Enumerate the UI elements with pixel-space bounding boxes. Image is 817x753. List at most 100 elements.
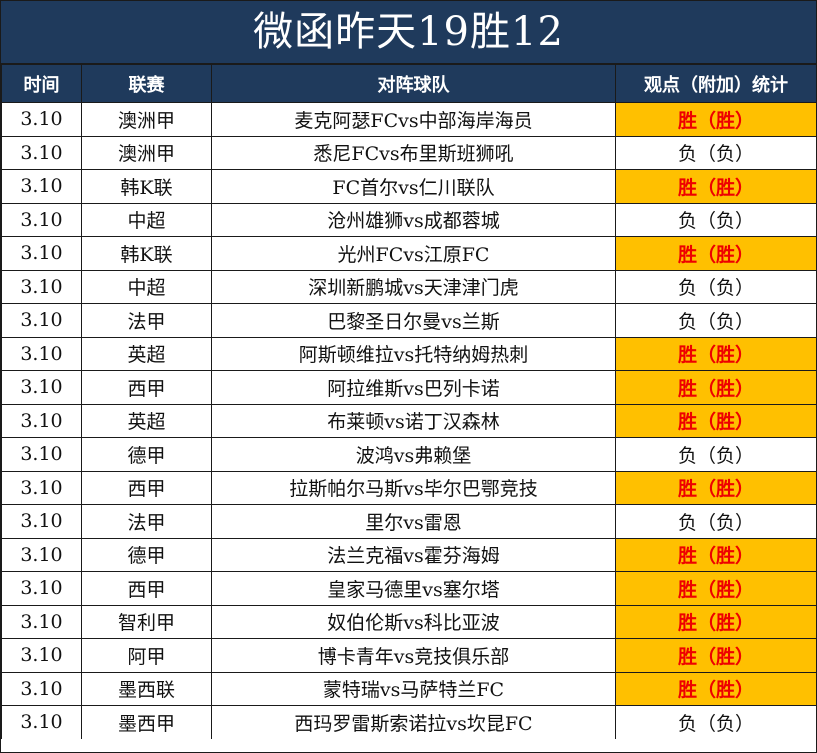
cell-league: 西甲 [81, 370, 212, 405]
cell-match: 光州FCvs江原FC [211, 236, 616, 271]
cell-league: 法甲 [81, 303, 212, 338]
cell-result: 负（负） [615, 202, 817, 237]
cell-league: 阿甲 [81, 638, 212, 673]
header-result: 观点（附加）统计 [615, 64, 817, 103]
header-match: 对阵球队 [211, 64, 616, 103]
cell-match: 悉尼FCvs布里斯班狮吼 [211, 135, 616, 170]
table-row: 3.10 墨西联 蒙特瑞vs马萨特兰FC 胜（胜） [1, 671, 817, 706]
cell-result: 胜（胜） [615, 671, 817, 706]
cell-match: 阿拉维斯vs巴列卡诺 [211, 370, 616, 405]
cell-result: 胜（胜） [615, 370, 817, 405]
table-body: 3.10 澳洲甲 麦克阿瑟FCvs中部海岸海员 胜（胜） 3.10 澳洲甲 悉尼FCvs布里… [1, 102, 817, 739]
table-row: 3.10 西甲 拉斯帕尔马斯vs毕尔巴鄂竞技 胜（胜） [1, 470, 817, 505]
cell-league: 澳洲甲 [81, 102, 212, 137]
table-row: 3.10 法甲 巴黎圣日尔曼vs兰斯 负（负） [1, 303, 817, 338]
results-table: 时间 联赛 对阵球队 观点（附加）统计 3.10 澳洲甲 麦克阿瑟FCvs中部海岸海… [1, 64, 817, 739]
table-row: 3.10 英超 布莱顿vs诺丁汉森林 胜（胜） [1, 403, 817, 438]
cell-match: 阿斯顿维拉vs托特纳姆热刺 [211, 336, 616, 371]
cell-time: 3.10 [1, 604, 82, 639]
table-row: 3.10 西甲 皇家马德里vs塞尔塔 胜（胜） [1, 571, 817, 606]
cell-result: 胜（胜） [615, 571, 817, 606]
cell-time: 3.10 [1, 169, 82, 204]
table-row: 3.10 英超 阿斯顿维拉vs托特纳姆热刺 胜（胜） [1, 336, 817, 371]
cell-time: 3.10 [1, 470, 82, 505]
table-row: 3.10 澳洲甲 悉尼FCvs布里斯班狮吼 负（负） [1, 135, 817, 170]
cell-result: 胜（胜） [615, 169, 817, 204]
cell-league: 墨西联 [81, 671, 212, 706]
cell-match: 麦克阿瑟FCvs中部海岸海员 [211, 102, 616, 137]
cell-match: 蒙特瑞vs马萨特兰FC [211, 671, 616, 706]
cell-match: FC首尔vs仁川联队 [211, 169, 616, 204]
cell-time: 3.10 [1, 236, 82, 271]
cell-time: 3.10 [1, 202, 82, 237]
cell-time: 3.10 [1, 135, 82, 170]
table-row: 3.10 中超 深圳新鹏城vs天津津门虎 负（负） [1, 269, 817, 304]
cell-league: 韩K联 [81, 169, 212, 204]
cell-league: 墨西甲 [81, 705, 212, 739]
cell-match: 布莱顿vs诺丁汉森林 [211, 403, 616, 438]
table-row: 3.10 韩K联 光州FCvs江原FC 胜（胜） [1, 236, 817, 271]
cell-match: 沧州雄狮vs成都蓉城 [211, 202, 616, 237]
cell-result: 胜（胜） [615, 236, 817, 271]
cell-time: 3.10 [1, 370, 82, 405]
table-row: 3.10 中超 沧州雄狮vs成都蓉城 负（负） [1, 202, 817, 237]
cell-time: 3.10 [1, 269, 82, 304]
cell-result: 负（负） [615, 504, 817, 539]
cell-time: 3.10 [1, 403, 82, 438]
cell-result: 胜（胜） [615, 102, 817, 137]
sheet-title: 微函昨天19胜12 [1, 1, 816, 64]
cell-time: 3.10 [1, 705, 82, 739]
cell-league: 澳洲甲 [81, 135, 212, 170]
cell-league: 中超 [81, 269, 212, 304]
header-time: 时间 [1, 64, 82, 103]
table-row: 3.10 韩K联 FC首尔vs仁川联队 胜（胜） [1, 169, 817, 204]
table-row: 3.10 西甲 阿拉维斯vs巴列卡诺 胜（胜） [1, 370, 817, 405]
cell-result: 胜（胜） [615, 336, 817, 371]
cell-league: 英超 [81, 336, 212, 371]
cell-time: 3.10 [1, 303, 82, 338]
table-row: 3.10 阿甲 博卡青年vs竞技俱乐部 胜（胜） [1, 638, 817, 673]
table-row: 3.10 澳洲甲 麦克阿瑟FCvs中部海岸海员 胜（胜） [1, 102, 817, 137]
table-row: 3.10 德甲 法兰克福vs霍芬海姆 胜（胜） [1, 537, 817, 572]
header-row: 时间 联赛 对阵球队 观点（附加）统计 [1, 64, 817, 103]
table-row: 3.10 德甲 波鸿vs弗赖堡 负（负） [1, 437, 817, 472]
cell-result: 胜（胜） [615, 537, 817, 572]
cell-league: 德甲 [81, 537, 212, 572]
cell-time: 3.10 [1, 571, 82, 606]
cell-match: 巴黎圣日尔曼vs兰斯 [211, 303, 616, 338]
cell-time: 3.10 [1, 537, 82, 572]
cell-time: 3.10 [1, 638, 82, 673]
cell-league: 法甲 [81, 504, 212, 539]
cell-time: 3.10 [1, 102, 82, 137]
cell-league: 西甲 [81, 571, 212, 606]
cell-match: 博卡青年vs竞技俱乐部 [211, 638, 616, 673]
cell-result: 负（负） [615, 303, 817, 338]
cell-time: 3.10 [1, 671, 82, 706]
cell-league: 英超 [81, 403, 212, 438]
cell-result: 胜（胜） [615, 638, 817, 673]
cell-match: 拉斯帕尔马斯vs毕尔巴鄂竞技 [211, 470, 616, 505]
cell-league: 德甲 [81, 437, 212, 472]
cell-time: 3.10 [1, 504, 82, 539]
cell-result: 胜（胜） [615, 470, 817, 505]
cell-league: 中超 [81, 202, 212, 237]
cell-match: 深圳新鹏城vs天津津门虎 [211, 269, 616, 304]
cell-match: 法兰克福vs霍芬海姆 [211, 537, 616, 572]
table-row: 3.10 法甲 里尔vs雷恩 负（负） [1, 504, 817, 539]
cell-match: 奴伯伦斯vs科比亚波 [211, 604, 616, 639]
cell-match: 里尔vs雷恩 [211, 504, 616, 539]
cell-result: 胜（胜） [615, 403, 817, 438]
cell-time: 3.10 [1, 437, 82, 472]
cell-result: 负（负） [615, 135, 817, 170]
cell-time: 3.10 [1, 336, 82, 371]
cell-result: 负（负） [615, 705, 817, 739]
header-league: 联赛 [81, 64, 212, 103]
cell-league: 西甲 [81, 470, 212, 505]
cell-match: 西玛罗雷斯索诺拉vs坎昆FC [211, 705, 616, 739]
cell-match: 皇家马德里vs塞尔塔 [211, 571, 616, 606]
cell-league: 智利甲 [81, 604, 212, 639]
table-row: 3.10 智利甲 奴伯伦斯vs科比亚波 胜（胜） [1, 604, 817, 639]
cell-result: 负（负） [615, 437, 817, 472]
cell-result: 胜（胜） [615, 604, 817, 639]
